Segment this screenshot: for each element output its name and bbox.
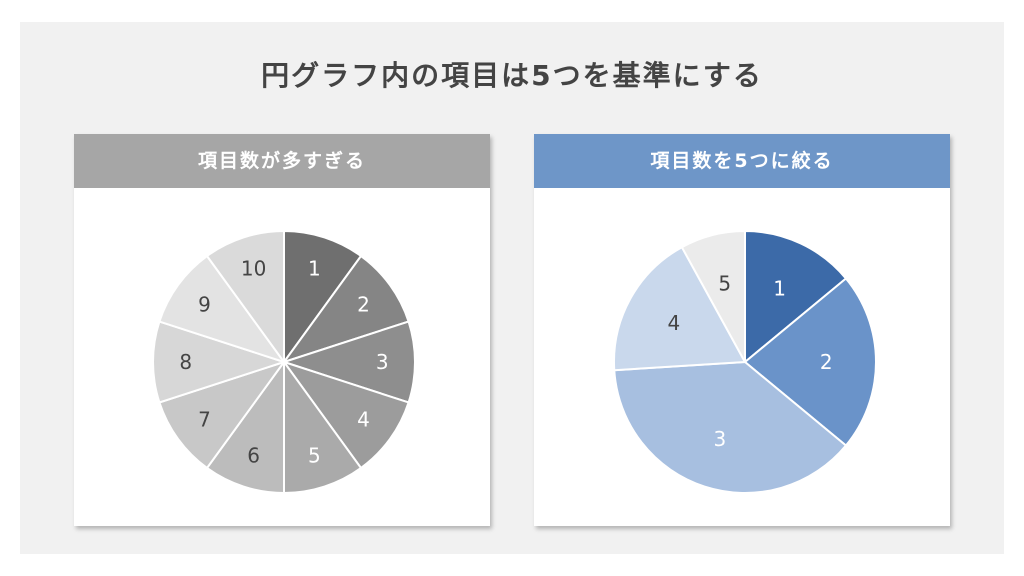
slice-label-7: 7: [198, 408, 211, 432]
pie-slice-10: [205, 229, 285, 366]
slice-label-5: 5: [308, 443, 321, 467]
pie-slice-2: [281, 254, 410, 364]
panel-too-many-items: 項目数が多すぎる 1 2 3 4 5 6 7 8 9 10: [74, 134, 490, 526]
pie-slice-3: [613, 360, 848, 494]
slice-label-8: 8: [179, 350, 192, 374]
slice-label-6: 6: [247, 443, 260, 467]
pie-slice-3: [280, 320, 416, 404]
slice-label-2: 2: [357, 292, 370, 316]
slice-label-1: 1: [773, 277, 786, 301]
slice-label-2: 2: [820, 350, 833, 374]
slice-label-3: 3: [714, 427, 727, 451]
panel-header: 項目数を5つに絞る: [534, 134, 950, 188]
pie-slice-7: [158, 360, 287, 470]
pie-slice-4: [281, 360, 410, 470]
slide-title: 円グラフ内の項目は5つを基準にする: [261, 59, 763, 92]
pie-chart-too-many: 1 2 3 4 5 6 7 8 9 10: [152, 229, 416, 495]
slice-label-5: 5: [718, 271, 731, 295]
slice-label-10: 10: [241, 257, 266, 281]
pie-slice-5: [680, 229, 746, 363]
slice-label-4: 4: [667, 311, 680, 335]
slice-label-4: 4: [357, 408, 370, 432]
pie-slice-4: [613, 245, 747, 372]
panel-header: 項目数が多すぎる: [74, 134, 490, 188]
pie-slice-1: [744, 229, 848, 365]
pie-slice-6: [205, 358, 285, 495]
slice-label-3: 3: [376, 350, 389, 374]
pie-slice-1: [283, 229, 363, 366]
pie-slice-9: [158, 254, 287, 364]
pie-slice-8: [152, 320, 288, 404]
panel-five-items: 項目数を5つに絞る 1 2 3 4 5: [534, 134, 950, 526]
pie-slice-5: [283, 358, 363, 495]
slice-label-1: 1: [308, 257, 321, 281]
slice-label-9: 9: [198, 292, 211, 316]
pie-chart-five: 1 2 3 4 5: [613, 229, 877, 494]
pie-slice-2: [743, 277, 877, 447]
